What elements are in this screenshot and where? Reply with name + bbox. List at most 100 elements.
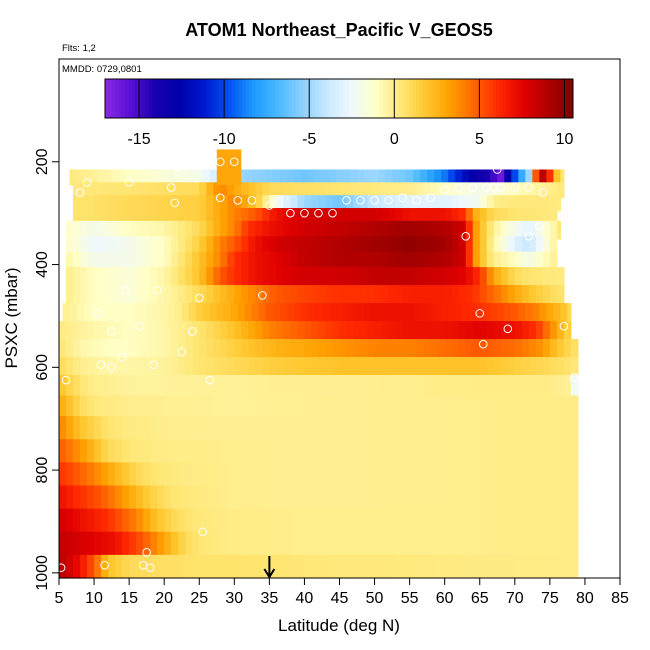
heatmap-cell (514, 508, 523, 535)
heatmap-cell (227, 439, 235, 466)
heatmap-cell (241, 182, 249, 199)
heatmap-cell (234, 195, 242, 212)
heatmap-cell (237, 169, 246, 186)
heatmap-cell (115, 208, 123, 225)
heatmap-cell (325, 208, 334, 225)
colorbar-segment (532, 79, 537, 118)
colorbar-segment (225, 79, 230, 118)
heatmap-cell (430, 251, 439, 271)
heatmap-cell (185, 339, 193, 361)
heatmap-cell (157, 508, 165, 535)
heatmap-cell (311, 462, 320, 489)
heatmap-cell (549, 375, 558, 399)
heatmap-cell (244, 169, 253, 186)
observation-point (124, 178, 134, 187)
heatmap-cell (549, 285, 558, 307)
heatmap-cell (413, 169, 421, 186)
colorbar-segment (395, 79, 400, 118)
heatmap-cell (80, 195, 88, 212)
x-tick-label: 35 (260, 590, 278, 607)
heatmap-cell (374, 220, 383, 240)
heatmap-cell (381, 220, 390, 240)
heatmap-cell (94, 439, 102, 466)
heatmap-cell (367, 531, 376, 559)
heatmap-cell (332, 462, 341, 489)
heatmap-cell (227, 485, 235, 512)
heatmap-cell (339, 339, 348, 361)
y-tick-label: 600 (34, 354, 51, 381)
heatmap-cell (318, 554, 327, 579)
heatmap-cell (360, 182, 369, 199)
heatmap-cell (507, 375, 516, 399)
heatmap-cell (570, 339, 579, 361)
heatmap-cell (311, 357, 320, 379)
heatmap-cell (297, 554, 306, 579)
heatmap-cell (164, 285, 172, 307)
heatmap-cell (311, 485, 320, 512)
colorbar-segment (201, 79, 206, 118)
heatmap-cell (556, 285, 565, 307)
heatmap-cell (399, 303, 407, 325)
heatmap-cell (563, 554, 572, 579)
heatmap-cell (136, 416, 144, 443)
heatmap-cell (521, 208, 530, 225)
heatmap-cell (346, 182, 355, 199)
heatmap-cell (490, 303, 498, 325)
heatmap-cell (276, 485, 284, 512)
heatmap-cell (402, 416, 411, 443)
heatmap-cell (171, 462, 179, 489)
heatmap-cell (472, 182, 481, 199)
heatmap-cell (402, 208, 411, 225)
heatmap-cell (101, 375, 109, 399)
heatmap-cell (493, 182, 502, 199)
heatmap-cell (143, 182, 151, 199)
heatmap-cell (371, 169, 379, 186)
heatmap-cell (339, 357, 348, 379)
heatmap-cell (101, 357, 109, 379)
heatmap-cell (185, 416, 193, 443)
heatmap-cell (514, 251, 523, 271)
heatmap-cell (262, 182, 270, 199)
heatmap-cell (423, 416, 432, 443)
heatmap-cell (241, 416, 249, 443)
heatmap-cell (157, 357, 165, 379)
heatmap-cell (59, 531, 67, 559)
colorbar-tick-label: 5 (475, 131, 484, 148)
heatmap-cell (409, 439, 418, 466)
heatmap-cell (101, 220, 109, 240)
heatmap-cell (150, 182, 158, 199)
heatmap-cell (87, 285, 95, 307)
heatmap-cell (430, 439, 439, 466)
heatmap-cell (304, 251, 313, 271)
heatmap-cell (528, 439, 537, 466)
heatmap-cell (325, 236, 334, 255)
heatmap-cell (185, 508, 193, 535)
heatmap-cell (563, 439, 572, 466)
heatmap-cell (493, 416, 502, 443)
heatmap-cell (451, 208, 460, 225)
heatmap-cell (395, 195, 404, 212)
heatmap-cell (59, 508, 67, 535)
heatmap-cell (486, 439, 495, 466)
heatmap-cell (87, 236, 95, 255)
heatmap-cell (388, 182, 397, 199)
heatmap-cell (69, 303, 78, 325)
heatmap-cell (185, 485, 193, 512)
heatmap-cell (136, 267, 144, 289)
heatmap-cell (360, 339, 369, 361)
heatmap-cell (381, 531, 390, 559)
heatmap-cell (318, 375, 327, 399)
heatmap-cell (59, 416, 67, 443)
heatmap-cell (157, 267, 165, 289)
heatmap-cell (430, 462, 439, 489)
heatmap-cell (199, 416, 207, 443)
heatmap-cell (437, 485, 446, 512)
heatmap-cell (80, 321, 88, 343)
heatmap-cell (300, 169, 309, 186)
heatmap-cell (150, 339, 158, 361)
heatmap-cell (94, 220, 102, 240)
heatmap-cell (234, 508, 242, 535)
heatmap-cell (248, 251, 256, 271)
heatmap-cell (409, 236, 418, 255)
heatmap-cell (206, 195, 214, 212)
